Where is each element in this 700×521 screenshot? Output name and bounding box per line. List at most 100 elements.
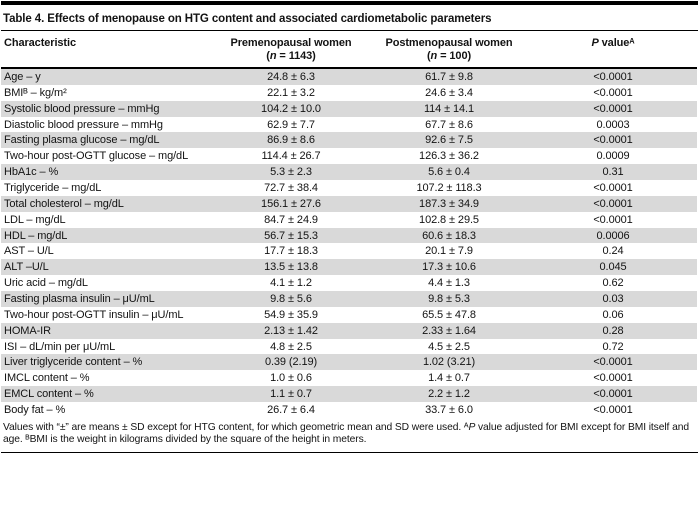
characteristic-cell: ALT –U/L [4, 261, 49, 274]
table-row: Total cholesterol – mg/dL 156.1 ± 27.6 187… [1, 195, 697, 212]
table-row: EMCL content – % 1.1 ± 0.7 2.2 ± 1.2 <0.000… [1, 386, 697, 403]
premenopausal-value-cell: 2.13 ± 1.42 [264, 324, 318, 337]
postmenopausal-value-cell: 1.4 ± 0.7 [428, 372, 470, 385]
p-value-cell: 0.62 [602, 277, 624, 290]
premenopausal-value-cell: 24.8 ± 6.3 [267, 70, 315, 83]
p-value-cell: 0.72 [602, 340, 624, 353]
premenopausal-value-cell: 4.8 ± 2.5 [270, 340, 312, 353]
column-header-p-value: P valueᴬ [529, 31, 697, 69]
characteristic-cell: Total cholesterol – mg/dL [4, 197, 124, 210]
postmenopausal-value-cell: 9.8 ± 5.3 [428, 292, 470, 305]
characteristic-cell: ISI – dL/min per μU/mL [4, 340, 116, 353]
premenopausal-value-cell: 26.7 ± 6.4 [267, 403, 315, 416]
characteristic-cell: AST – U/L [4, 245, 54, 258]
characteristic-cell: HOMA-IR [4, 324, 51, 337]
postmenopausal-value-cell: 4.4 ± 1.3 [428, 277, 470, 290]
p-value-cell: 0.06 [602, 308, 624, 321]
postmenopausal-n: (n = 100) [426, 50, 472, 62]
premenopausal-value-cell: 156.1 ± 27.6 [261, 197, 321, 210]
table-row: Age – y 24.8 ± 6.3 61.7 ± 9.8 <0.0001 [1, 68, 697, 85]
postmenopausal-value-cell: 24.6 ± 3.4 [425, 86, 473, 99]
postmenopausal-value-cell: 20.1 ± 7.9 [425, 245, 473, 258]
table-row: BMIᴮ – kg/m² 22.1 ± 3.2 24.6 ± 3.4 <0.0001 [1, 85, 697, 101]
premenopausal-value-cell: 72.7 ± 38.4 [264, 181, 318, 194]
table-row: Systolic blood pressure – mmHg 104.2 ± 10… [1, 100, 697, 117]
characteristic-cell: Fasting plasma insulin – μU/mL [4, 292, 155, 305]
table-row: Two-hour post-OGTT glucose – mg/dL 114.4 … [1, 148, 697, 164]
table-row: HbA1c – % 5.3 ± 2.3 5.6 ± 0.4 0.31 [1, 164, 697, 181]
characteristic-cell: Two-hour post-OGTT glucose – mg/dL [4, 150, 189, 163]
table-row: Fasting plasma glucose – mg/dL 86.9 ± 8.6… [1, 132, 697, 149]
p-value-cell: <0.0001 [593, 403, 633, 416]
p-value-cell: 0.24 [602, 245, 624, 258]
table-row: ALT –U/L 13.5 ± 13.8 17.3 ± 10.6 0.045 [1, 259, 697, 276]
p-value-cell: <0.0001 [593, 181, 633, 194]
column-header-premenopausal: Premenopausal women (n = 1143) [213, 31, 369, 69]
characteristic-cell: HbA1c – % [4, 166, 59, 179]
postmenopausal-value-cell: 17.3 ± 10.6 [422, 261, 476, 274]
postmenopausal-value-cell: 126.3 ± 36.2 [419, 150, 479, 163]
table-row: Triglyceride – mg/dL 72.7 ± 38.4 107.2 ± 1… [1, 180, 697, 196]
table-row: AST – U/L 17.7 ± 18.3 20.1 ± 7.9 0.24 [1, 243, 697, 259]
characteristic-cell: HDL – mg/dL [4, 229, 68, 242]
premenopausal-value-cell: 1.0 ± 0.6 [270, 372, 312, 385]
table-row: IMCL content – % 1.0 ± 0.6 1.4 ± 0.7 <0.000… [1, 370, 697, 386]
p-value-cell: <0.0001 [593, 102, 633, 115]
premenopausal-value-cell: 114.4 ± 26.7 [261, 150, 321, 163]
characteristic-cell: Triglyceride – mg/dL [4, 181, 102, 194]
bottom-rule [1, 451, 698, 453]
premenopausal-value-cell: 1.1 ± 0.7 [270, 388, 312, 401]
p-value-cell: 0.0003 [596, 118, 630, 131]
postmenopausal-value-cell: 4.5 ± 2.5 [428, 340, 470, 353]
premenopausal-value-cell: 86.9 ± 8.6 [267, 134, 315, 147]
postmenopausal-value-cell: 102.8 ± 29.5 [419, 213, 479, 226]
characteristic-cell: Body fat – % [4, 403, 66, 416]
premenopausal-n: (n = 1143) [266, 50, 316, 62]
characteristic-cell: Liver triglyceride content – % [4, 356, 143, 369]
postmenopausal-value-cell: 67.7 ± 8.6 [425, 118, 473, 131]
characteristic-cell: Fasting plasma glucose – mg/dL [4, 134, 160, 147]
postmenopausal-value-cell: 60.6 ± 18.3 [422, 229, 476, 242]
table-row: ISI – dL/min per μU/mL 4.8 ± 2.5 4.5 ± 2.5… [1, 339, 697, 355]
premenopausal-value-cell: 22.1 ± 3.2 [267, 86, 315, 99]
table-row: HOMA-IR 2.13 ± 1.42 2.33 ± 1.64 0.28 [1, 322, 697, 339]
postmenopausal-value-cell: 33.7 ± 6.0 [425, 403, 473, 416]
p-value-cell: <0.0001 [593, 372, 633, 385]
p-value-cell: 0.0009 [596, 150, 630, 163]
table-footnote: Values with “±” are means ± SD except fo… [3, 421, 689, 445]
characteristic-cell: LDL – mg/dL [4, 213, 66, 226]
p-value-cell: <0.0001 [593, 388, 633, 401]
p-value-cell: <0.0001 [593, 70, 633, 83]
p-value-cell: <0.0001 [593, 213, 633, 226]
postmenopausal-value-cell: 61.7 ± 9.8 [425, 70, 473, 83]
premenopausal-value-cell: 54.9 ± 35.9 [264, 308, 318, 321]
premenopausal-value-cell: 104.2 ± 10.0 [261, 102, 321, 115]
p-value-cell: <0.0001 [593, 197, 633, 210]
postmenopausal-value-cell: 1.02 (3.21) [422, 356, 476, 369]
characteristic-cell: Age – y [4, 70, 41, 83]
postmenopausal-value-cell: 114 ± 14.1 [423, 102, 475, 115]
table-row: LDL – mg/dL 84.7 ± 24.9 102.8 ± 29.5 <0.000… [1, 212, 697, 228]
p-value-cell: <0.0001 [593, 86, 633, 99]
characteristic-cell: Diastolic blood pressure – mmHg [4, 118, 163, 131]
premenopausal-value-cell: 9.8 ± 5.6 [270, 292, 312, 305]
postmenopausal-value-cell: 2.2 ± 1.2 [428, 388, 470, 401]
table-body: Age – y 24.8 ± 6.3 61.7 ± 9.8 <0.0001 BMIᴮ –… [1, 68, 697, 418]
table-row: Two-hour post-OGTT insulin – μU/mL 54.9 ±… [1, 307, 697, 323]
premenopausal-value-cell: 13.5 ± 13.8 [264, 261, 318, 274]
postmenopausal-label: Postmenopausal women [385, 37, 513, 49]
p-value-cell: 0.28 [602, 324, 624, 337]
title-divider [1, 30, 698, 31]
p-value-cell: 0.0006 [596, 229, 630, 242]
table-row: Diastolic blood pressure – mmHg 62.9 ± 7.… [1, 117, 697, 133]
characteristic-cell: Systolic blood pressure – mmHg [4, 102, 160, 115]
premenopausal-value-cell: 4.1 ± 1.2 [270, 277, 312, 290]
table-row: Fasting plasma insulin – μU/mL 9.8 ± 5.6 9… [1, 291, 697, 307]
top-rule [1, 1, 698, 5]
characteristic-cell: EMCL content – % [4, 388, 94, 401]
table-row: Liver triglyceride content – % 0.39 (2.19… [1, 354, 697, 371]
column-header-characteristic: Characteristic [1, 31, 213, 69]
characteristic-cell: Two-hour post-OGTT insulin – μU/mL [4, 308, 184, 321]
p-value-cell: 0.03 [602, 292, 624, 305]
